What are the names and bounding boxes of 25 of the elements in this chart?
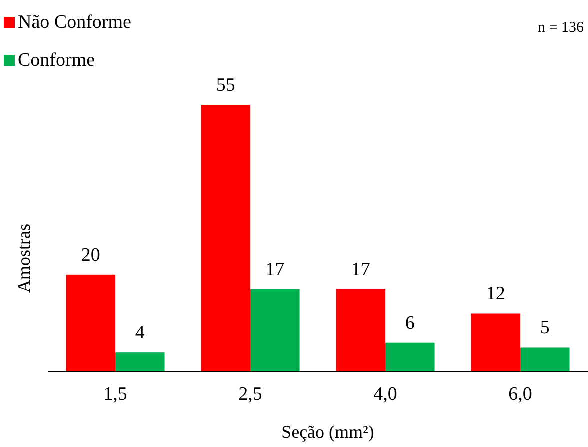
- data-label: 12: [486, 284, 506, 305]
- data-label: 4: [135, 322, 146, 344]
- bar: [471, 314, 520, 372]
- data-label: 55: [216, 75, 236, 96]
- bar: [336, 289, 386, 372]
- bar: [386, 342, 435, 372]
- bar: [201, 105, 250, 372]
- legend-label: Conforme: [18, 50, 96, 71]
- data-label: 20: [81, 244, 100, 266]
- bar: [116, 352, 165, 372]
- bar: [520, 348, 570, 372]
- data-label: 17: [266, 259, 285, 280]
- x-tick-label: 2,5: [238, 384, 262, 405]
- bar: [250, 289, 300, 372]
- x-tick-label: 6,0: [508, 384, 532, 405]
- y-axis-title: Amostras: [14, 224, 34, 293]
- x-tick-label: 4,0: [374, 384, 398, 405]
- data-label: 5: [540, 318, 550, 339]
- x-tick-label: 1,5: [104, 384, 128, 405]
- legend-label: Não Conforme: [18, 12, 132, 33]
- data-label: 17: [351, 259, 370, 280]
- text: n = 136: [538, 20, 584, 36]
- x-axis-title: Seção (mm²): [282, 422, 374, 442]
- data-label: 6: [405, 312, 415, 334]
- bar: [66, 274, 116, 372]
